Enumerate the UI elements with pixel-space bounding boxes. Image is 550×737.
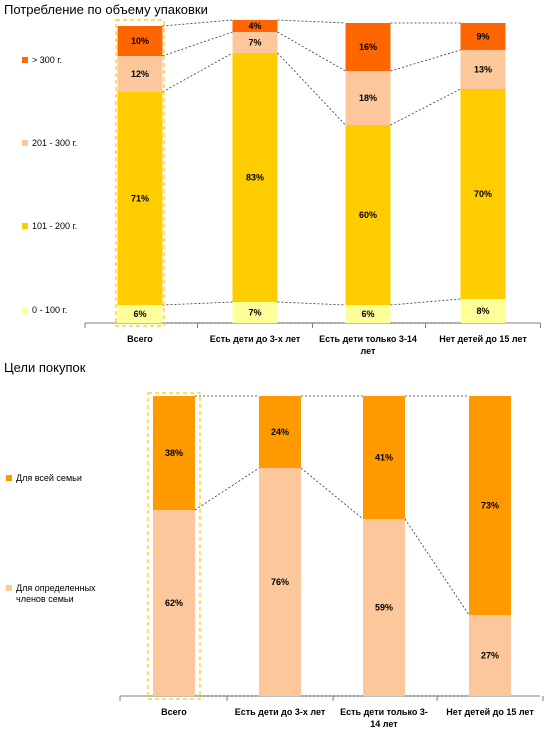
chart1-bar-segment xyxy=(117,26,163,56)
chart1-category-label: Всего xyxy=(127,334,153,344)
chart1-data-label: 70% xyxy=(474,189,492,199)
chart2-connector xyxy=(194,467,260,511)
chart1-title: Потребление по объему упаковки xyxy=(4,2,208,17)
chart1-connector xyxy=(277,301,346,306)
chart2-data-label: 62% xyxy=(165,598,183,608)
chart2-data-label: 76% xyxy=(271,577,289,587)
chart1-data-label: 7% xyxy=(248,38,261,48)
chart1-connector xyxy=(390,298,461,306)
chart2-connector xyxy=(300,467,364,520)
chart2-category-label: Нет детей до 15 лет xyxy=(446,707,534,717)
chart1-highlight-box xyxy=(115,19,165,327)
chart1-legend-label: 101 - 200 г. xyxy=(32,221,77,231)
chart1-data-label: 13% xyxy=(474,65,492,75)
chart1-category-label: лет xyxy=(361,346,376,356)
chart1-legend-label: 0 - 100 г. xyxy=(32,305,67,315)
chart2-bar-segment xyxy=(469,615,511,696)
chart2-bar-segment xyxy=(363,396,405,519)
chart1-data-label: 16% xyxy=(359,42,377,52)
chart2-bar-segment xyxy=(259,468,301,696)
chart1-data-label: 83% xyxy=(246,173,264,183)
chart2-bar-segment xyxy=(363,519,405,696)
chart1-category-label: Нет детей до 15 лет xyxy=(439,334,527,344)
chart1-bar-segment xyxy=(117,305,163,323)
chart1-bar-segment xyxy=(345,71,391,125)
chart1-bar-segment xyxy=(232,32,278,53)
chart1-bar-segment xyxy=(117,56,163,92)
chart1-data-label: 7% xyxy=(248,308,261,318)
chart2-data-label: 24% xyxy=(271,427,289,437)
chart2-category-label: Есть дети только 3- xyxy=(340,707,428,717)
chart1-data-label: 4% xyxy=(248,21,261,31)
chart2-legend-swatch xyxy=(6,475,12,481)
chart1-legend-swatch xyxy=(22,140,28,146)
chart2-data-label: 41% xyxy=(375,453,393,463)
chart2-legend-label: Для определенных xyxy=(16,583,96,593)
chart1-bar-segment xyxy=(460,299,506,323)
chart1-data-label: 60% xyxy=(359,210,377,220)
chart1-legend-swatch xyxy=(22,307,28,313)
chart1-connector xyxy=(162,301,233,306)
chart1-bar-segment xyxy=(345,305,391,323)
chart1-legend-label: 201 - 300 г. xyxy=(32,138,77,148)
chart1-data-label: 9% xyxy=(476,32,489,42)
chart2-data-label: 73% xyxy=(481,501,499,511)
chart1-data-label: 8% xyxy=(476,306,489,316)
chart1-data-label: 6% xyxy=(361,309,374,319)
chart2-title: Цели покупок xyxy=(4,360,86,375)
chart2-category-label: Есть дети до 3-х лет xyxy=(235,707,326,717)
chart1-category-label: Есть дети только 3-14 xyxy=(319,334,417,344)
chart1-legend-swatch xyxy=(22,57,28,63)
chart1-bar-segment xyxy=(232,53,278,302)
chart2-bar-segment xyxy=(153,510,195,696)
chart2-bar-segment xyxy=(469,396,511,615)
chart1-bar-segment xyxy=(232,20,278,32)
chart1-category-label: Есть дети до 3-х лет xyxy=(210,334,301,344)
chart2-data-label: 38% xyxy=(165,448,183,458)
chart1-bar-segment xyxy=(345,23,391,71)
chart1-connector xyxy=(390,88,461,126)
chart1-legend-swatch xyxy=(22,223,28,229)
chart1-data-label: 18% xyxy=(359,93,377,103)
chart1-legend-label: > 300 г. xyxy=(32,55,62,65)
chart2-category-label: 14 лет xyxy=(370,719,398,729)
chart1-connector xyxy=(162,52,233,93)
chart1-connector xyxy=(162,31,233,57)
chart1-bar-segment xyxy=(460,50,506,89)
chart1-data-label: 71% xyxy=(131,194,149,204)
chart1-bar-segment xyxy=(232,302,278,323)
chart2-highlight-box xyxy=(147,392,201,700)
chart2-data-label: 27% xyxy=(481,651,499,661)
chart2-bar-segment xyxy=(153,396,195,510)
chart2-legend-label: членов семьи xyxy=(16,594,74,604)
chart1-connector xyxy=(277,31,346,72)
chart2-legend-swatch xyxy=(6,585,12,591)
chart1-connector xyxy=(277,19,346,24)
chart2-connector xyxy=(404,518,470,616)
chart1-connector xyxy=(277,52,346,126)
chart1-data-label: 10% xyxy=(131,36,149,46)
chart1-bar-segment xyxy=(117,92,163,305)
chart1-connector xyxy=(390,49,461,72)
chart1-data-label: 12% xyxy=(131,69,149,79)
chart2-bar-segment xyxy=(259,396,301,468)
chart1-bar-segment xyxy=(345,125,391,305)
chart1-bar-segment xyxy=(460,89,506,299)
chart2-legend-label: Для всей семьи xyxy=(16,473,82,483)
chart2-category-label: Всего xyxy=(161,707,187,717)
chart1-connector xyxy=(162,19,233,27)
chart1-bar-segment xyxy=(460,23,506,50)
chart1-data-label: 6% xyxy=(133,309,146,319)
chart2-data-label: 59% xyxy=(375,603,393,613)
